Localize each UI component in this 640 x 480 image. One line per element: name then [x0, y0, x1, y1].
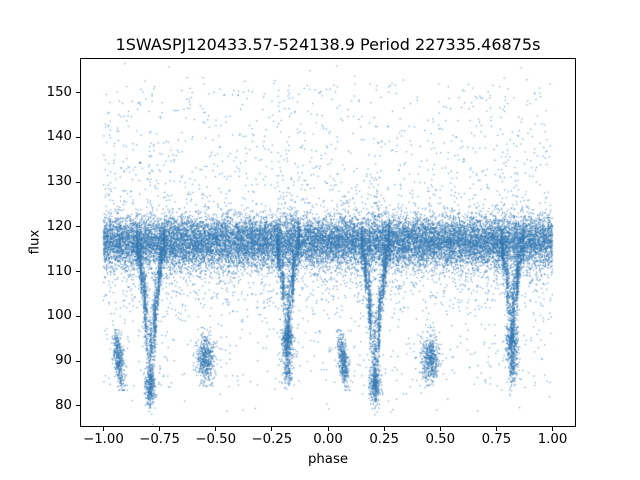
- y-tick-mark: [76, 226, 80, 228]
- x-tick-label: 0.75: [481, 432, 512, 447]
- x-tick-label: 0.25: [369, 432, 399, 447]
- y-tick-mark: [76, 92, 80, 94]
- x-tick-mark: [439, 427, 441, 431]
- y-tick-mark: [76, 181, 80, 183]
- chart-title: 1SWASPJ120433.57-524138.9 Period 227335.…: [115, 35, 541, 54]
- x-tick-mark: [159, 427, 161, 431]
- x-tick-label: 0.00: [313, 432, 343, 447]
- x-tick-label: −0.75: [139, 432, 180, 447]
- y-tick-label: 110: [46, 263, 72, 279]
- x-tick-mark: [327, 427, 329, 431]
- x-tick-mark: [102, 427, 104, 431]
- x-tick-mark: [215, 427, 217, 431]
- y-tick-mark: [76, 271, 80, 273]
- y-tick-label: 120: [46, 218, 72, 234]
- y-tick-label: 150: [46, 84, 72, 100]
- x-tick-label: −0.50: [195, 432, 237, 447]
- y-tick-mark: [76, 315, 80, 317]
- y-tick-mark: [76, 360, 80, 362]
- y-tick-label: 100: [46, 308, 72, 324]
- x-tick-mark: [552, 427, 554, 431]
- y-tick-label: 140: [46, 129, 72, 145]
- x-tick-label: 1.00: [537, 432, 568, 447]
- x-tick-mark: [495, 427, 497, 431]
- x-tick-mark: [383, 427, 385, 431]
- x-tick-label: −0.25: [251, 432, 293, 447]
- y-tick-label: 130: [46, 174, 72, 190]
- x-axis-label: phase: [307, 452, 349, 467]
- y-tick-label: 90: [55, 353, 72, 369]
- x-tick-mark: [271, 427, 273, 431]
- y-tick-mark: [76, 136, 80, 138]
- plot-area: [80, 58, 576, 427]
- x-tick-label: 0.50: [425, 432, 456, 447]
- scatter-points: [81, 59, 575, 426]
- x-tick-label: −1.00: [83, 432, 124, 447]
- y-tick-label: 80: [55, 397, 72, 413]
- y-tick-mark: [76, 405, 80, 407]
